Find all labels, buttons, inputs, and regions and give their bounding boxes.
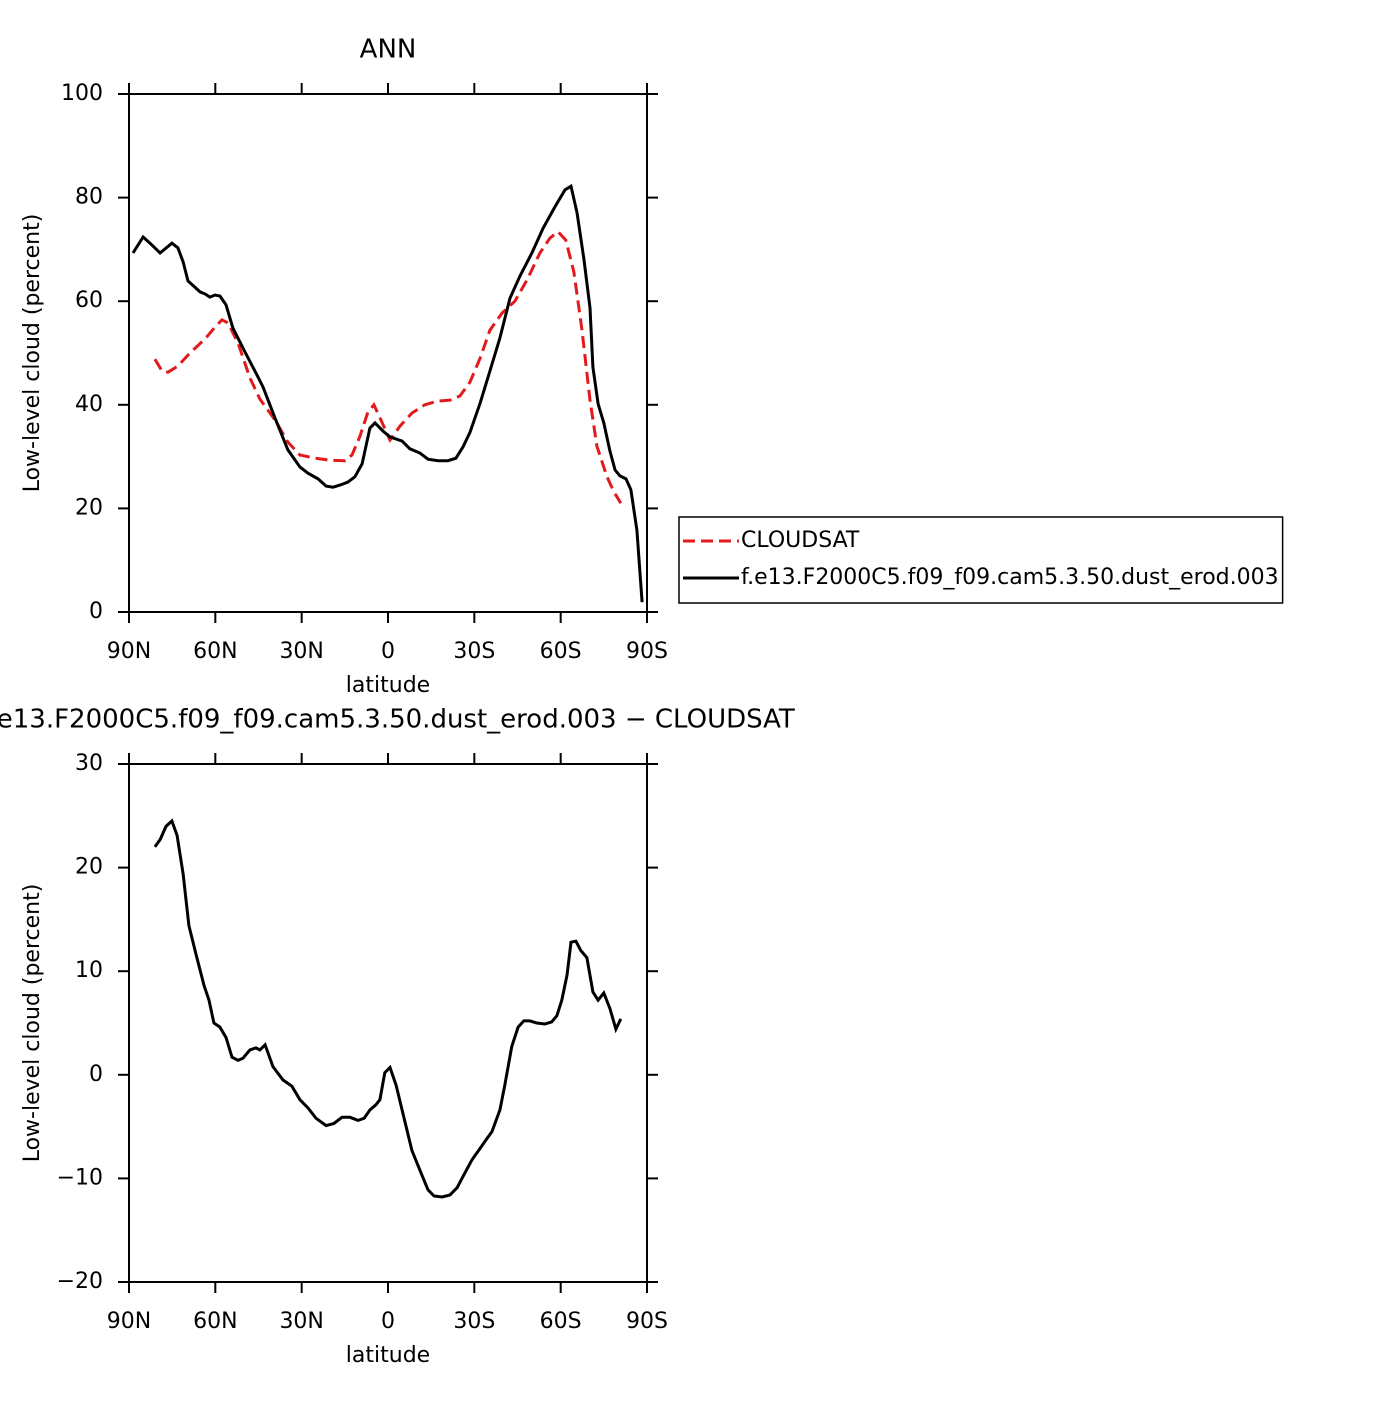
y-tick-label: 40 <box>75 392 103 417</box>
x-tick-label: 30S <box>453 639 495 664</box>
legend-label: CLOUDSAT <box>741 528 860 553</box>
x-tick-label: 60N <box>193 639 237 664</box>
x-tick-label: 60S <box>540 1309 582 1334</box>
y-tick-label: 30 <box>75 751 103 776</box>
y-tick-label: 0 <box>89 1062 103 1087</box>
x-tick-label: 30N <box>279 1309 323 1334</box>
chart-title: f.e13.F2000C5.f09_f09.cam5.3.50.dust_ero… <box>0 705 795 735</box>
legend-box <box>678 516 1284 604</box>
y-tick-label: 80 <box>75 185 103 210</box>
x-axis-label: latitude <box>346 673 430 698</box>
y-axis-label: Low-level cloud (percent) <box>20 214 45 493</box>
x-tick-label: 90S <box>626 639 668 664</box>
x-tick-label: 60N <box>193 1309 237 1334</box>
x-tick-label: 60S <box>540 639 582 664</box>
y-tick-label: 0 <box>89 599 103 624</box>
x-tick-label: 0 <box>381 639 395 664</box>
x-tick-label: 90N <box>107 639 151 664</box>
x-tick-label: 0 <box>381 1309 395 1334</box>
y-tick-label: 20 <box>75 495 103 520</box>
x-tick-label: 30S <box>453 1309 495 1334</box>
x-tick-label: 90S <box>626 1309 668 1334</box>
y-tick-label: 10 <box>75 958 103 983</box>
legend-label: f.e13.F2000C5.f09_f09.cam5.3.50.dust_ero… <box>741 565 1279 590</box>
data-line <box>131 183 644 603</box>
y-tick-label: −20 <box>57 1269 103 1294</box>
y-tick-label: 100 <box>61 81 103 106</box>
data-line <box>153 818 623 1199</box>
chart-title: ANN <box>360 35 417 65</box>
data-line <box>153 229 623 504</box>
x-tick-label: 90N <box>107 1309 151 1334</box>
x-axis-label: latitude <box>346 1343 430 1368</box>
y-tick-label: 60 <box>75 288 103 313</box>
x-tick-label: 30N <box>279 639 323 664</box>
y-tick-label: 20 <box>75 855 103 880</box>
y-tick-label: −10 <box>57 1165 103 1190</box>
plot-frame <box>128 93 648 613</box>
plot-frame <box>128 763 648 1283</box>
y-axis-label: Low-level cloud (percent) <box>20 884 45 1163</box>
